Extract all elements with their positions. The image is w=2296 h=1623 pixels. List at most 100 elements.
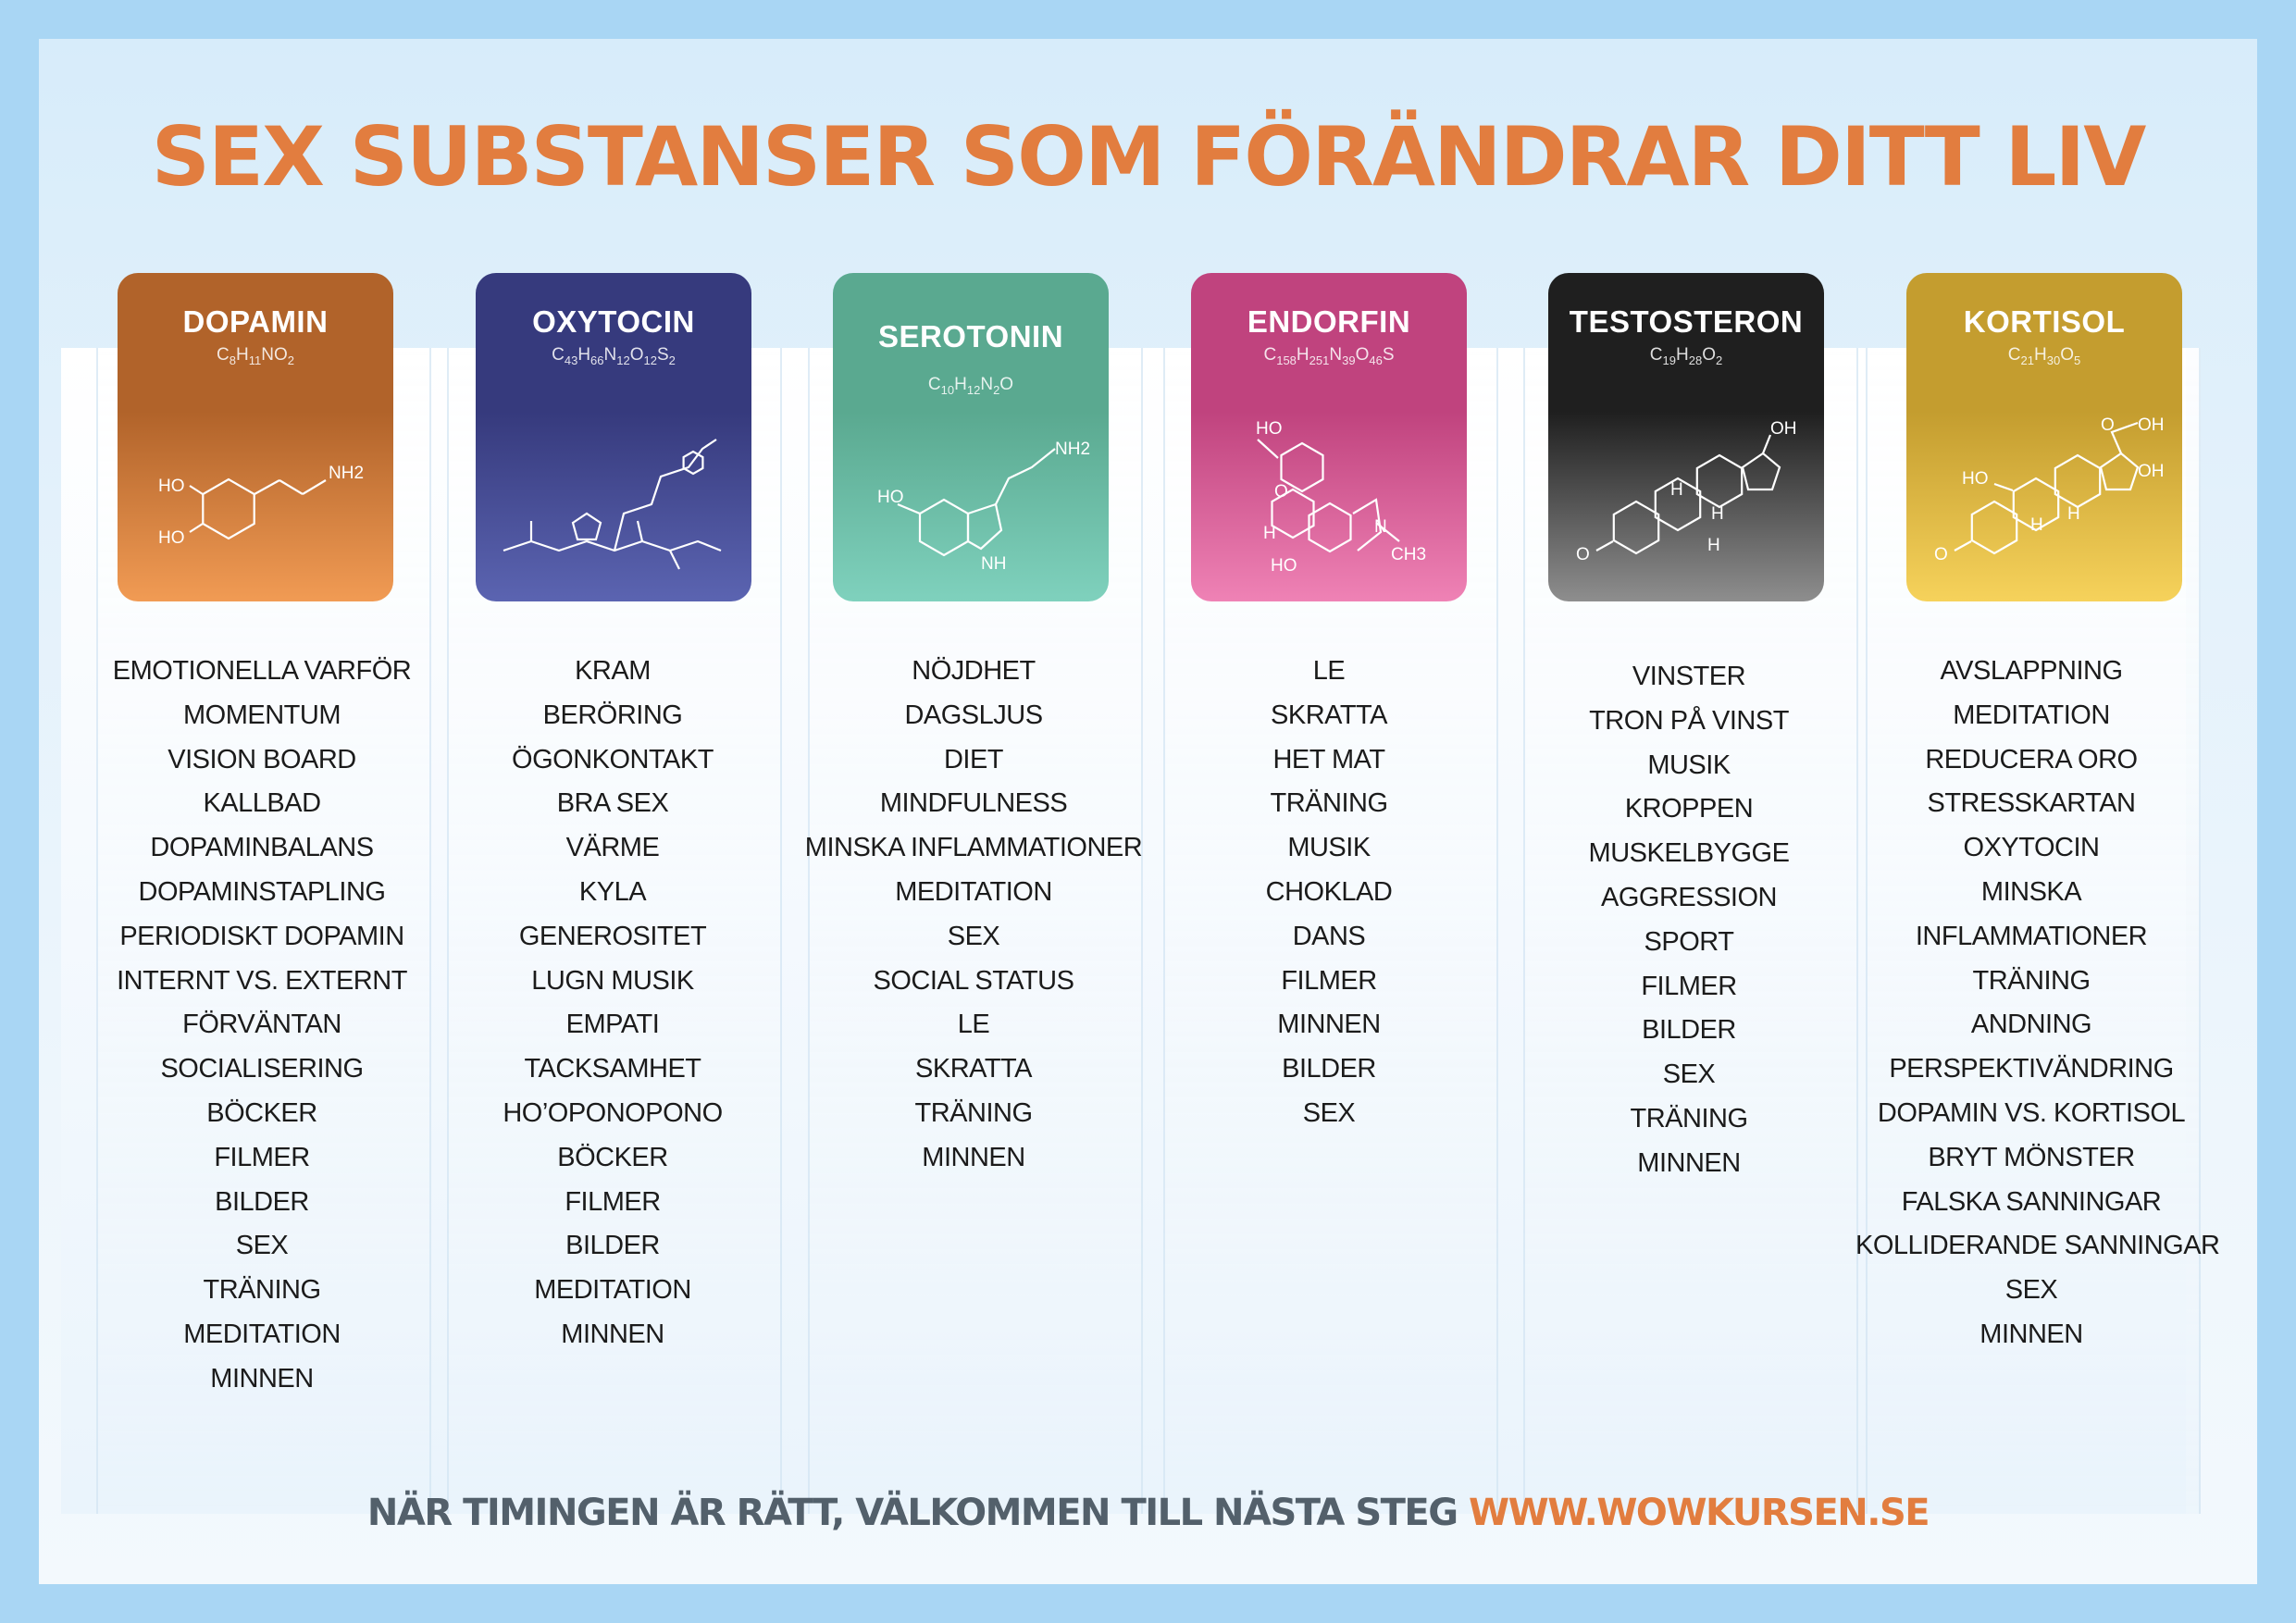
- svg-text:O: O: [2101, 415, 2115, 435]
- list-item: INTERNT VS. EXTERNT: [117, 965, 407, 996]
- chemical-formula: C10H12N2O: [927, 375, 1014, 397]
- chemical-formula: C43H66N12O12S2: [552, 345, 676, 367]
- list-item: BILDER: [565, 1231, 660, 1261]
- list-item: NÖJDHET: [912, 656, 1036, 686]
- list-item: VÄRME: [565, 833, 660, 863]
- svg-text:CH3: CH3: [1391, 545, 1426, 564]
- list-item: BÖCKER: [557, 1142, 668, 1172]
- svg-text:NH2: NH2: [329, 464, 364, 483]
- card-endorfin: ENDORFIN C158H251N39O46S HO O H HO N CH3: [1191, 273, 1467, 601]
- list-item: KOLLIDERANDE SANNINGAR: [1855, 1231, 2220, 1261]
- svg-text:H: H: [1711, 504, 1724, 524]
- list-oxytocin: KRAM BERÖRING ÖGONKONTAKT BRA SEX VÄRME KYLA G…: [437, 650, 788, 1357]
- list-item: SEX: [1662, 1059, 1716, 1090]
- card-kortisol: KORTISOL C21H30O5 O OH HO OH H H O: [1906, 273, 2182, 601]
- chemical-formula: C21H30O5: [2007, 345, 2081, 367]
- list-item: SOCIAL STATUS: [873, 965, 1074, 996]
- card-header: KORTISOL C21H30O5: [1906, 273, 2182, 412]
- list-item: KALLBAD: [203, 788, 321, 819]
- svg-text:H: H: [2030, 515, 2043, 535]
- svg-text:HO: HO: [877, 488, 904, 507]
- list-item: TRON PÅ VINST: [1589, 705, 1789, 736]
- list-item: BILDER: [1282, 1054, 1376, 1084]
- list-item: MINNEN: [210, 1363, 314, 1394]
- list-item: BILDER: [215, 1186, 309, 1217]
- list-item: MEDITATION: [534, 1275, 691, 1306]
- svg-text:H: H: [2067, 504, 2080, 524]
- substance-name: TESTOSTERON: [1569, 304, 1804, 339]
- list-kortisol: AVSLAPPNING MEDITATION REDUCERA ORO STRESSK…: [1855, 650, 2220, 1357]
- list-item: REDUCERA ORO: [1925, 744, 2138, 774]
- list-item: BERÖRING: [542, 700, 683, 730]
- list-item: PERIODISKT DOPAMIN: [119, 921, 404, 951]
- list-item: AGGRESSION: [1601, 882, 1778, 912]
- svg-text:N: N: [1374, 517, 1387, 537]
- svg-text:NH2: NH2: [1055, 440, 1090, 459]
- list-item: FALSKA SANNINGAR: [1901, 1186, 2162, 1217]
- card-serotonin: SEROTONIN C10H12N2O NH2 HO NH: [833, 273, 1109, 601]
- list-item: MINNEN: [922, 1142, 1025, 1172]
- card-molecule-area: OH H H H O: [1548, 412, 1824, 601]
- list-item: MINNEN: [561, 1319, 664, 1349]
- list-item: SOCIALISERING: [160, 1054, 364, 1084]
- list-item: MEDITATION: [1953, 700, 2110, 730]
- list-item: FILMER: [565, 1186, 661, 1217]
- list-item: TACKSAMHET: [524, 1054, 701, 1084]
- list-item: MEDITATION: [895, 876, 1052, 907]
- list-item: MINNEN: [1637, 1147, 1741, 1178]
- substance-name: SEROTONIN: [877, 319, 1064, 353]
- list-item: MUSIK: [1647, 750, 1731, 780]
- page-title: SEX SUBSTANSER SOM FÖRÄNDRAR DITT LIV: [151, 109, 2147, 204]
- svg-text:O: O: [1274, 482, 1288, 502]
- list-item: ÖGONKONTAKT: [512, 744, 714, 774]
- card-header: DOPAMIN C8H11NO2: [118, 273, 393, 412]
- list-serotonin: NÖJDHET DAGSLJUS DIET MINDFULNESS MINSKA INF…: [798, 650, 1149, 1181]
- list-item: CHOKLAD: [1265, 876, 1393, 907]
- list-item: MUSIK: [1287, 833, 1371, 863]
- list-item: KROPPEN: [1624, 794, 1754, 824]
- list-item: PERSPEKTIVÄNDRING: [1889, 1054, 2174, 1084]
- svg-text:H: H: [1263, 524, 1276, 543]
- substance-name: OXYTOCIN: [532, 304, 695, 339]
- list-item: AVSLAPPNING: [1940, 656, 2123, 686]
- substance-name: ENDORFIN: [1247, 304, 1411, 339]
- list-item: TRÄNING: [914, 1097, 1034, 1128]
- list-item: OXYTOCIN: [1963, 833, 2100, 863]
- list-item: MINNEN: [1277, 1010, 1381, 1040]
- svg-text:H: H: [1670, 480, 1683, 500]
- list-item: DOPAMINBALANS: [150, 833, 374, 863]
- list-item: BÖCKER: [206, 1097, 317, 1128]
- list-item: SEX: [947, 921, 1000, 951]
- list-item: SPORT: [1644, 926, 1734, 957]
- svg-text:HO: HO: [158, 477, 185, 496]
- list-item: EMOTIONELLA VARFÖR: [112, 656, 412, 686]
- card-oxytocin: OXYTOCIN C43H66N12O12S2: [476, 273, 751, 601]
- list-item: BILDER: [1642, 1015, 1736, 1046]
- list-item: VISION BOARD: [168, 744, 356, 774]
- chemical-formula: C158H251N39O46S: [1263, 345, 1395, 367]
- svg-text:OH: OH: [2138, 462, 2165, 481]
- list-item: HO’OPONOPONO: [503, 1097, 723, 1128]
- card-molecule-area: O OH HO OH H H O: [1906, 412, 2182, 601]
- chemical-formula: C8H11NO2: [217, 345, 294, 367]
- footer: NÄR TIMINGEN ÄR RÄTT, VÄLKOMMEN TILL NÄS…: [0, 1492, 2296, 1534]
- list-testosteron: VINSTER TRON PÅ VINST MUSIK KROPPEN MUSKELBY…: [1513, 655, 1865, 1186]
- card-header: SEROTONIN C10H12N2O: [833, 273, 1109, 412]
- list-item: INFLAMMATIONER: [1915, 921, 2148, 951]
- card-molecule-area: HO O H HO N CH3: [1191, 412, 1467, 601]
- chemical-formula: C19H28O2: [1649, 345, 1723, 367]
- molecule-structure-diagram: [503, 439, 722, 570]
- footer-link[interactable]: WWW.WOWKURSEN.SE: [1469, 1492, 1930, 1534]
- list-endorfin: LE SKRATTA HET MAT TRÄNING MUSIK CHOKLAD DANS F…: [1153, 650, 1505, 1136]
- list-item: FILMER: [1641, 971, 1737, 1001]
- svg-text:O: O: [1576, 545, 1590, 564]
- list-item: LE: [957, 1010, 990, 1040]
- list-item: DOPAMIN VS. KORTISOL: [1877, 1097, 2186, 1128]
- list-item: MINSKA INFLAMMATIONER: [804, 833, 1143, 863]
- card-header: OXYTOCIN C43H66N12O12S2: [476, 273, 751, 412]
- list-item: HET MAT: [1272, 744, 1385, 774]
- list-item: MEDITATION: [183, 1319, 341, 1349]
- svg-text:OH: OH: [1770, 419, 1797, 439]
